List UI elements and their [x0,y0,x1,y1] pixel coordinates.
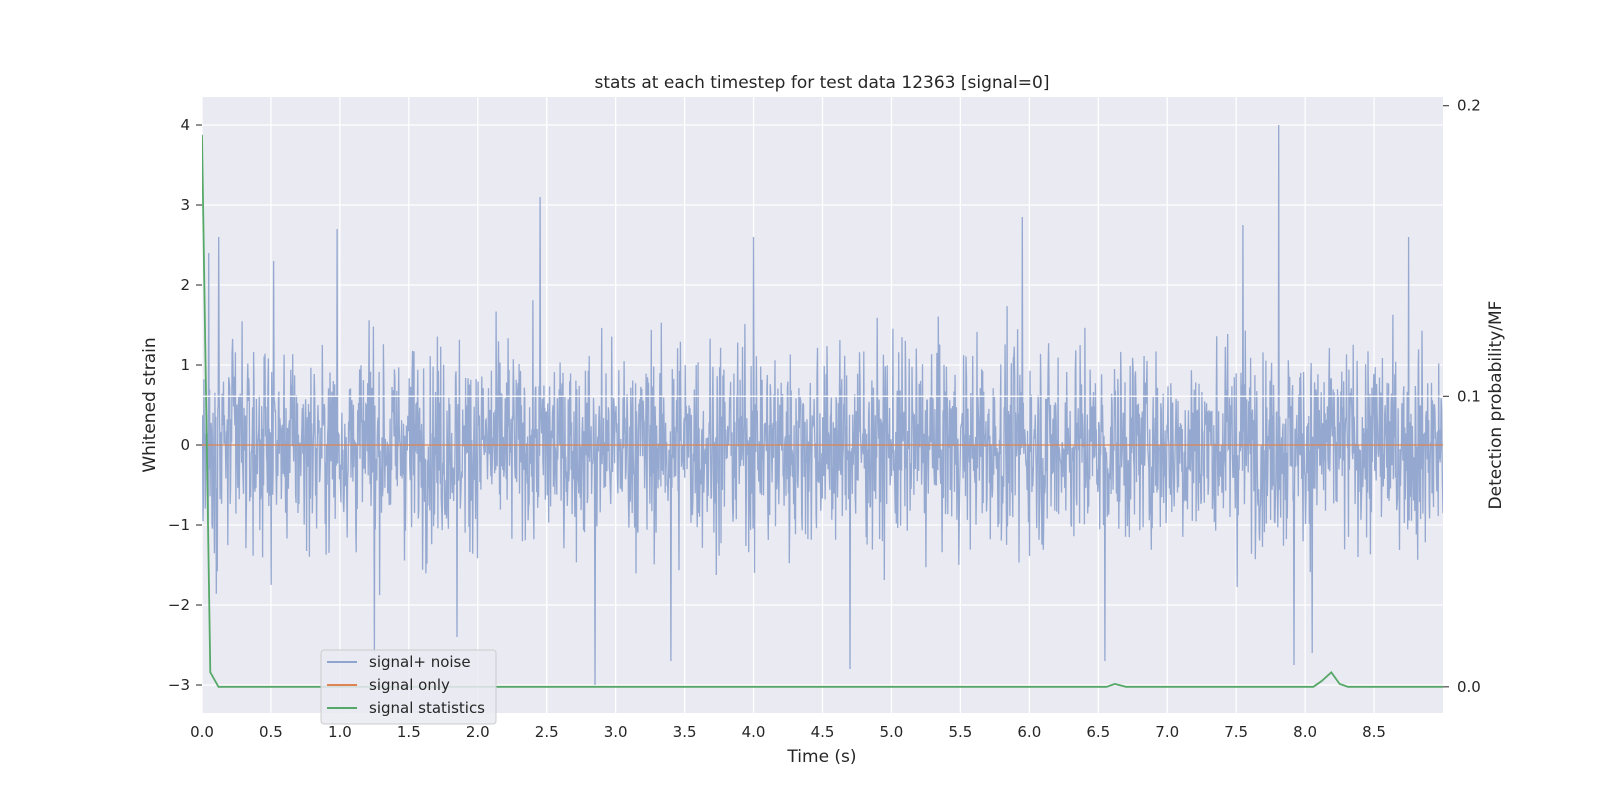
y-tick-label: 1 [180,356,190,374]
y-tick-label: 3 [180,196,190,214]
y2-tick-label: 0.2 [1457,97,1481,115]
y-tick-label: −1 [168,516,190,534]
legend-label-signal-only: signal only [369,676,450,694]
legend-box [320,649,497,725]
x-tick-label: 5.0 [880,723,904,741]
legend-label-signal-statistics: signal statistics [369,699,485,717]
x-tick-label: 8.5 [1362,723,1386,741]
y-axis-ticks: −3 −2 −1 0 1 2 3 4 [168,116,202,694]
x-axis-label: Time (s) [786,747,856,767]
y-tick-label: 0 [180,436,190,454]
x-tick-label: 7.0 [1155,723,1179,741]
x-tick-label: 7.5 [1224,723,1248,741]
x-tick-label: 1.0 [328,723,352,741]
x-tick-label: 0.0 [190,723,214,741]
line-signal-noise [202,124,1443,686]
y-axis-label: Whitened strain [140,337,160,472]
y2-tick-label: 0.0 [1457,678,1481,696]
x-tick-label: 6.5 [1086,723,1110,741]
legend-label-signal-noise: signal+ noise [369,653,471,671]
chart-title: stats at each timestep for test data 123… [595,73,1050,93]
x-tick-label: 6.0 [1017,723,1041,741]
x-tick-label: 2.5 [535,723,559,741]
x-axis-ticks: 0.0 0.5 1.0 1.5 2.0 2.5 3.0 3.5 4.0 4.5 5.0 5.5 6.0 6… [190,723,1386,741]
x-tick-label: 0.5 [259,723,283,741]
y2-tick-label: 0.1 [1457,387,1481,405]
x-tick-label: 2.0 [466,723,490,741]
y-tick-label: −2 [168,596,190,614]
y2-axis-label: Detection probability/MF [1486,301,1506,510]
x-tick-label: 4.5 [811,723,835,741]
x-tick-label: 5.5 [948,723,972,741]
x-tick-label: 3.0 [604,723,628,741]
y2-axis-ticks: 0.0 0.1 0.2 [1443,97,1481,696]
x-tick-label: 1.5 [397,723,421,741]
x-tick-label: 3.5 [673,723,697,741]
y-tick-label: 4 [180,116,190,134]
x-tick-label: 8.0 [1293,723,1317,741]
legend: signal+ noise signal only signal statist… [320,649,497,725]
y-tick-label: 2 [180,276,190,294]
y-tick-label: −3 [168,676,190,694]
x-tick-label: 4.0 [742,723,766,741]
series-signal-noise [202,124,1443,686]
